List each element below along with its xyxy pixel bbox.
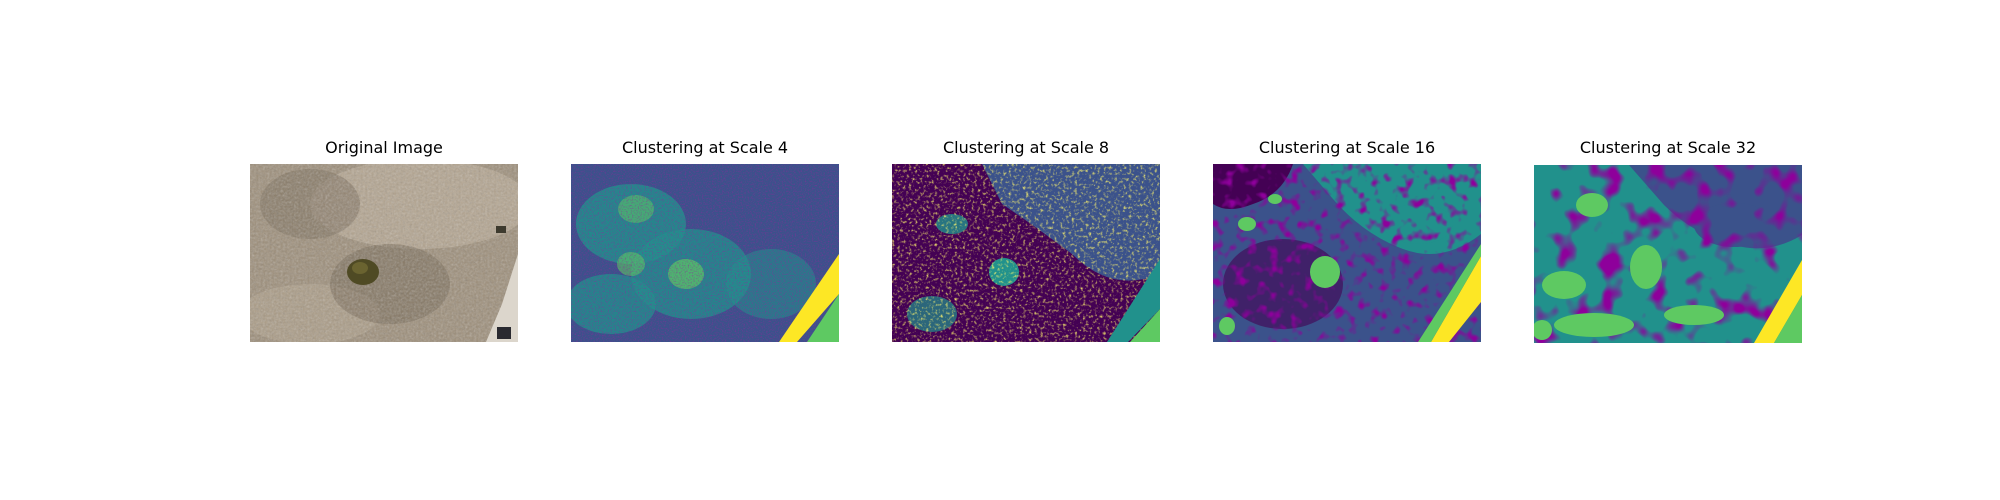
panel-title-original: Original Image bbox=[325, 138, 443, 157]
vehicle bbox=[497, 327, 511, 339]
cluster-map-scale-16 bbox=[1213, 164, 1481, 342]
cluster-region bbox=[1664, 305, 1724, 325]
road-border-cluster bbox=[807, 294, 839, 342]
road-cluster bbox=[1107, 259, 1160, 342]
cluster-region bbox=[1534, 320, 1552, 340]
panel-title-scale-4: Clustering at Scale 4 bbox=[621, 138, 789, 157]
road-edge bbox=[486, 254, 518, 342]
panel-title-scale-16: Clustering at Scale 16 bbox=[1258, 138, 1436, 157]
road-cluster bbox=[1754, 260, 1802, 343]
panel-title-scale-32: Clustering at Scale 32 bbox=[1579, 138, 1757, 157]
cluster-region bbox=[1268, 194, 1282, 204]
cluster-region bbox=[1542, 271, 1586, 299]
road-border-cluster bbox=[1130, 309, 1160, 342]
cluster-region bbox=[1554, 313, 1634, 337]
cluster-region bbox=[1576, 193, 1608, 217]
tree-shrub bbox=[352, 262, 368, 274]
road-cluster bbox=[779, 254, 839, 342]
road-border-cluster bbox=[1774, 295, 1802, 343]
panel-title-scale-8: Clustering at Scale 8 bbox=[942, 138, 1110, 157]
cluster-map-scale-8 bbox=[892, 164, 1160, 342]
road-border-cluster bbox=[1418, 244, 1481, 342]
cluster-region bbox=[1219, 317, 1235, 335]
cluster-region bbox=[1310, 256, 1340, 288]
cluster-map-scale-4 bbox=[571, 164, 839, 342]
small-structure bbox=[496, 226, 506, 233]
cluster-region bbox=[1238, 217, 1256, 231]
original-aerial-photo bbox=[250, 164, 518, 342]
cluster-region bbox=[1630, 245, 1662, 289]
cluster-map-scale-32 bbox=[1534, 165, 1802, 343]
